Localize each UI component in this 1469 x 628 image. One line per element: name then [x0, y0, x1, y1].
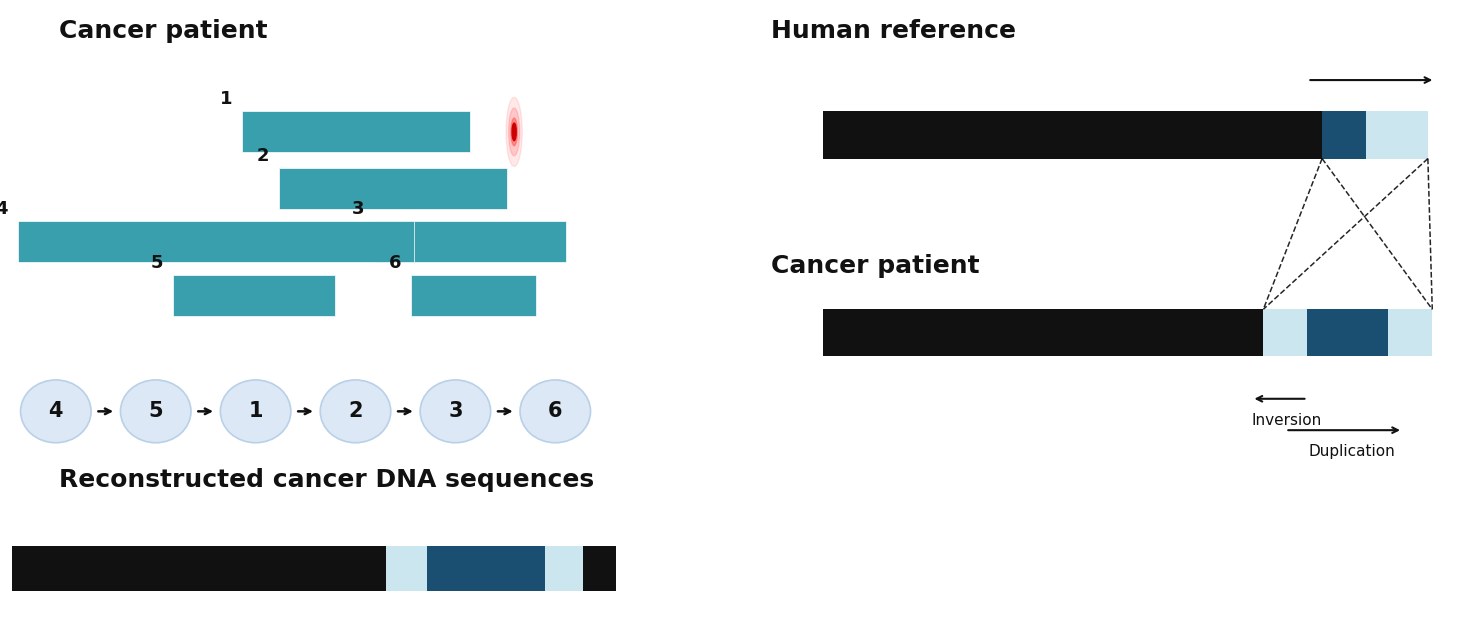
Bar — [173, 275, 335, 315]
Bar — [242, 112, 470, 152]
Circle shape — [513, 123, 516, 141]
Text: Duplication: Duplication — [1307, 444, 1396, 459]
Bar — [386, 546, 427, 591]
Ellipse shape — [420, 380, 491, 443]
Circle shape — [505, 97, 523, 166]
Bar — [1388, 310, 1432, 356]
Text: 1: 1 — [248, 401, 263, 421]
Text: Cancer patient: Cancer patient — [771, 254, 980, 278]
Text: 4: 4 — [48, 401, 63, 421]
Text: 2: 2 — [256, 147, 269, 165]
Bar — [1307, 310, 1388, 356]
Bar — [1366, 112, 1428, 158]
Text: 3: 3 — [448, 401, 463, 421]
Text: Human reference: Human reference — [771, 19, 1017, 43]
Circle shape — [511, 118, 517, 146]
Bar — [1263, 310, 1307, 356]
Text: 6: 6 — [548, 401, 563, 421]
Bar — [1322, 112, 1366, 158]
Bar — [375, 221, 566, 263]
Ellipse shape — [520, 380, 591, 443]
Bar — [545, 546, 583, 591]
Ellipse shape — [21, 380, 91, 443]
Ellipse shape — [220, 380, 291, 443]
Bar — [279, 168, 507, 208]
Ellipse shape — [320, 380, 391, 443]
Bar — [411, 275, 536, 315]
Circle shape — [508, 108, 520, 156]
Bar — [427, 546, 545, 591]
Ellipse shape — [120, 380, 191, 443]
Bar — [12, 546, 386, 591]
Text: 6: 6 — [388, 254, 401, 271]
Bar — [823, 112, 1403, 158]
Text: Reconstructed cancer DNA sequences: Reconstructed cancer DNA sequences — [59, 468, 593, 492]
Bar — [583, 546, 616, 591]
Bar — [823, 310, 1403, 356]
Text: 5: 5 — [148, 401, 163, 421]
Text: Inversion: Inversion — [1252, 413, 1322, 428]
Text: 2: 2 — [348, 401, 363, 421]
Text: 5: 5 — [150, 254, 163, 271]
Text: 1: 1 — [219, 90, 232, 108]
Bar — [18, 221, 414, 263]
Text: 4: 4 — [0, 200, 7, 219]
Text: 3: 3 — [351, 200, 364, 219]
Text: Cancer patient: Cancer patient — [59, 19, 267, 43]
